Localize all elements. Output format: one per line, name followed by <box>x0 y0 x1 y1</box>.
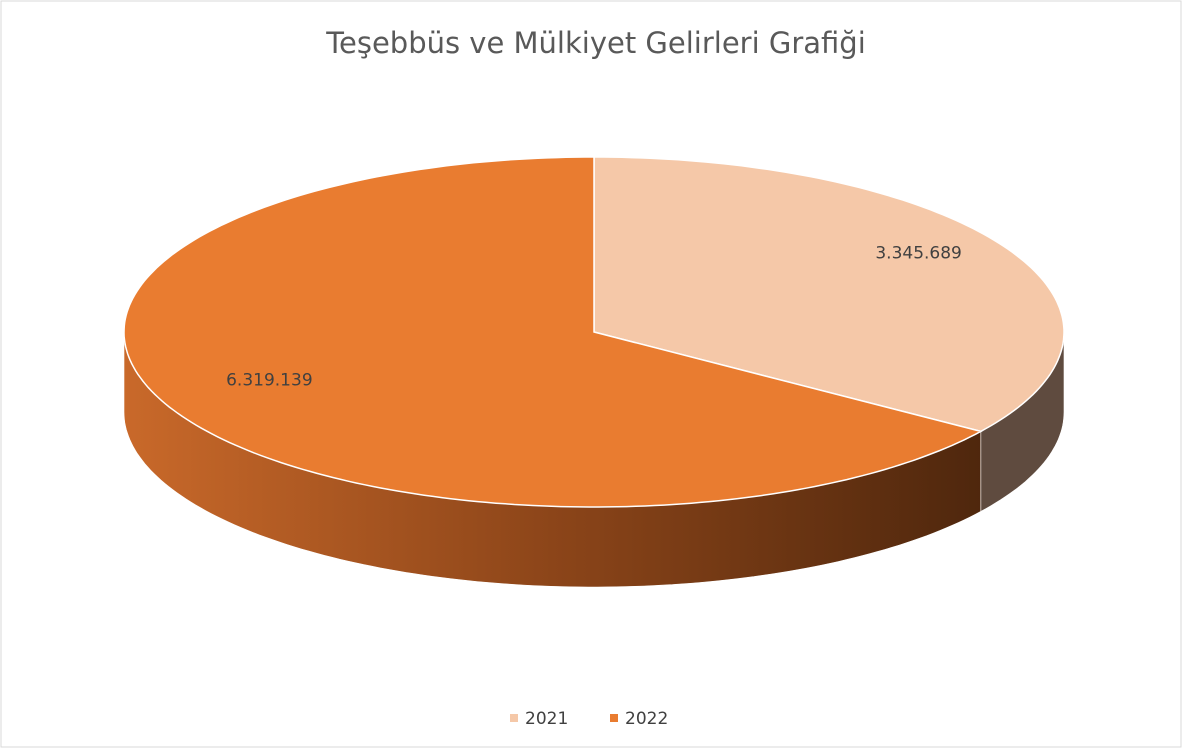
legend-label: 2021 <box>525 709 568 729</box>
legend-swatch <box>610 714 618 722</box>
data-label: 3.345.689 <box>875 244 962 264</box>
legend-label: 2022 <box>625 709 668 729</box>
slice <box>593 156 1065 433</box>
data-label: 6.319.139 <box>226 370 313 390</box>
chart-title: Teşebbüs ve Mülkiyet Gelirleri Grafiği <box>325 26 866 60</box>
slice <box>123 156 983 508</box>
legend-swatch <box>510 714 518 722</box>
